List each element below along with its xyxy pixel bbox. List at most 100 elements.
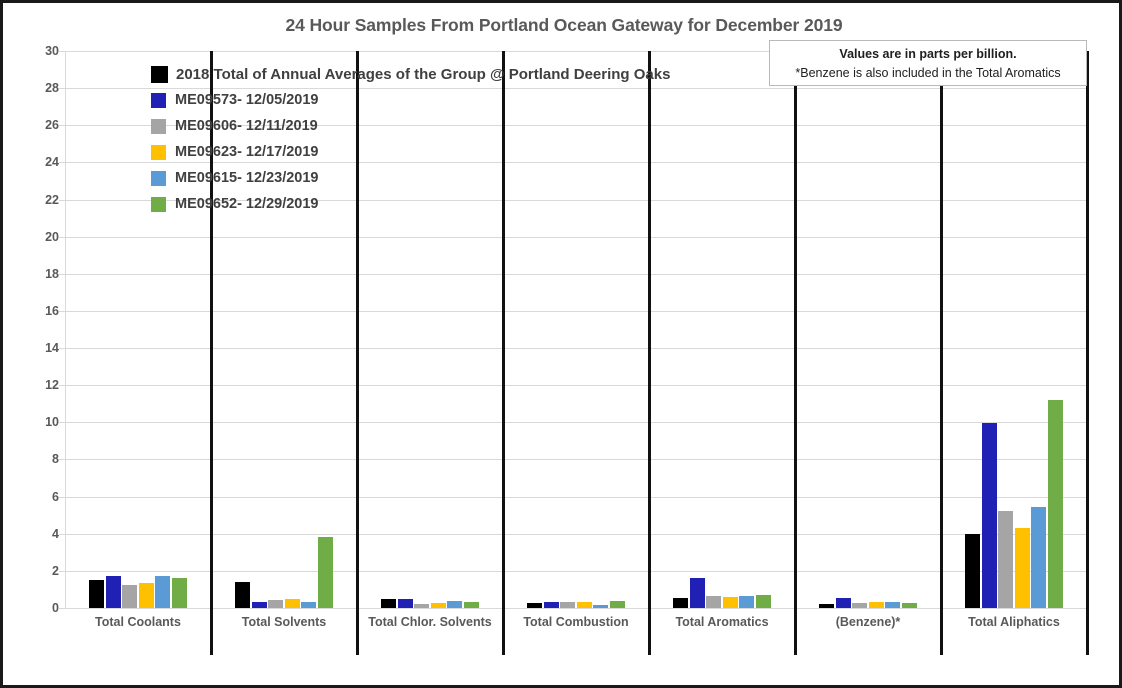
y-tick-10 (59, 422, 67, 424)
bar[interactable] (885, 602, 901, 608)
bar[interactable] (722, 596, 738, 608)
bar-group (65, 51, 211, 608)
gridline-28 (65, 88, 1087, 90)
bar[interactable] (739, 595, 755, 608)
y-axis-label-20: 20 (45, 229, 59, 244)
x-axis-category-label: Total Aliphatics (968, 615, 1060, 629)
legend-swatch-icon (151, 92, 166, 108)
bar[interactable] (609, 600, 625, 608)
bar[interactable] (576, 602, 592, 608)
legend-swatch-icon (151, 65, 168, 83)
bar[interactable] (819, 604, 835, 608)
note-line-units: Values are in parts per billion. (839, 47, 1017, 61)
y-tick-14 (59, 348, 67, 350)
legend-item[interactable]: ME09606- 12/11/2019 (151, 113, 670, 139)
category-separator (210, 51, 213, 655)
bar[interactable] (122, 584, 138, 608)
chart-title: 24 Hour Samples From Portland Ocean Gate… (285, 15, 843, 35)
bar[interactable] (835, 597, 851, 608)
bar[interactable] (138, 582, 154, 608)
bar[interactable] (381, 598, 397, 608)
legend-label: ME09615- 12/23/2019 (175, 170, 319, 186)
bar[interactable] (317, 537, 333, 608)
bar[interactable] (593, 605, 609, 608)
legend-item[interactable]: ME09652- 12/29/2019 (151, 191, 670, 217)
legend-item[interactable]: ME09615- 12/23/2019 (151, 165, 670, 191)
y-tick-16 (59, 310, 67, 312)
bar[interactable] (998, 511, 1014, 608)
bar[interactable] (89, 580, 105, 608)
plot-right-edge (1086, 51, 1089, 655)
category-separator (794, 51, 797, 655)
bar[interactable] (1031, 506, 1047, 608)
bar[interactable] (560, 602, 576, 608)
legend-item[interactable]: ME09573- 12/05/2019 (151, 87, 670, 113)
bar-group (503, 51, 649, 608)
bar[interactable] (235, 582, 251, 608)
bar[interactable] (447, 600, 463, 608)
y-tick-12 (59, 385, 67, 387)
bar[interactable] (463, 601, 479, 608)
gridline-16 (65, 310, 1087, 312)
y-tick-20 (59, 236, 67, 238)
x-axis-category-label: Total Combustion (523, 615, 629, 629)
bar[interactable] (1014, 528, 1030, 608)
y-axis-label-22: 22 (45, 192, 59, 207)
bar[interactable] (284, 598, 300, 608)
y-tick-4 (59, 533, 67, 535)
y-axis-label-8: 8 (52, 452, 59, 467)
x-axis-category-label: Total Chlor. Solvents (368, 615, 492, 629)
bar[interactable] (171, 578, 187, 608)
y-axis-label-16: 16 (45, 303, 59, 318)
bar[interactable] (155, 576, 171, 608)
bar[interactable] (689, 578, 705, 608)
gridline-10 (65, 422, 1087, 424)
y-tick-0 (59, 608, 67, 609)
x-axis-category-label: (Benzene)* (835, 615, 901, 629)
bar[interactable] (414, 604, 430, 608)
bar[interactable] (852, 603, 868, 608)
bar[interactable] (105, 576, 121, 608)
x-axis-category-label: Total Coolants (95, 615, 181, 629)
y-tick-30 (59, 51, 67, 52)
category-separator (356, 51, 359, 655)
bar[interactable] (706, 595, 722, 608)
bar[interactable] (1047, 400, 1063, 608)
gridline-18 (65, 273, 1087, 275)
bar[interactable] (268, 599, 284, 608)
bar[interactable] (397, 598, 413, 608)
y-axis-label-6: 6 (52, 489, 59, 504)
category-separator (648, 51, 651, 655)
bar[interactable] (527, 603, 543, 608)
bar-group (941, 51, 1087, 608)
bar[interactable] (301, 602, 317, 608)
bar[interactable] (755, 595, 771, 608)
x-axis-category-label: Total Aromatics (675, 615, 769, 629)
bar[interactable] (868, 602, 884, 608)
plot-left-edge (65, 51, 66, 608)
y-tick-28 (59, 88, 67, 90)
bar[interactable] (673, 597, 689, 608)
gridline-6 (65, 496, 1087, 498)
y-axis-label-26: 26 (45, 118, 59, 133)
y-tick-24 (59, 162, 67, 164)
bar[interactable] (430, 603, 446, 608)
bar-group (211, 51, 357, 608)
legend-item[interactable]: ME09623- 12/17/2019 (151, 139, 670, 165)
y-axis-label-28: 28 (45, 81, 59, 96)
legend-label: 2018 Total of Annual Averages of the Gro… (176, 65, 671, 83)
legend-label: ME09606- 12/11/2019 (175, 118, 318, 134)
bar[interactable] (901, 603, 917, 608)
bar[interactable] (965, 533, 981, 608)
y-axis: 0 2 4 6 8 10 12 14 16 18 20 22 24 26 28 30 (3, 44, 67, 615)
bar[interactable] (981, 423, 997, 608)
y-axis-label-18: 18 (45, 266, 59, 281)
bar[interactable] (543, 602, 559, 608)
legend-swatch-icon (151, 170, 166, 186)
legend-swatch-icon (151, 144, 166, 160)
bar[interactable] (251, 602, 267, 608)
legend-item[interactable]: 2018 Total of Annual Averages of the Gro… (151, 61, 670, 87)
gridline-0 (65, 608, 1087, 609)
legend-swatch-icon (151, 196, 166, 212)
